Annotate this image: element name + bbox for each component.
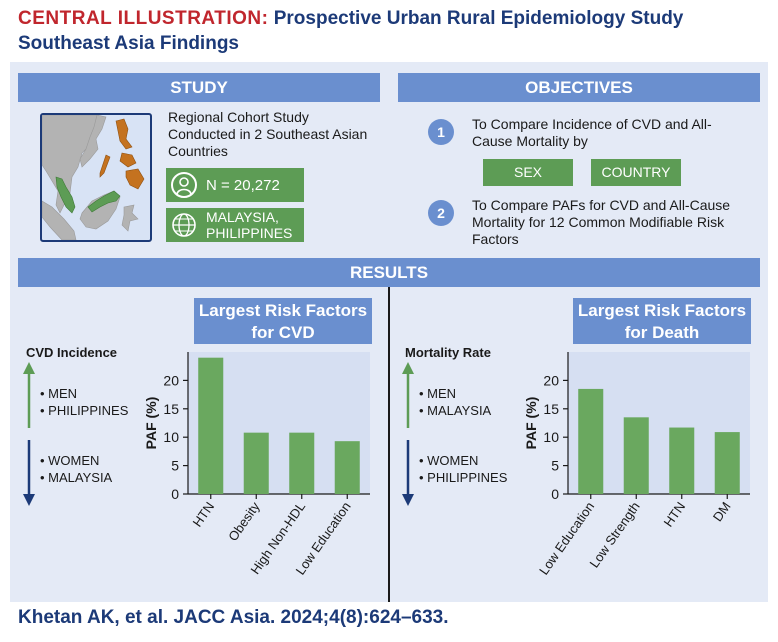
death-y-tick-label: 10 bbox=[543, 429, 559, 445]
southeast-asia-map bbox=[40, 113, 152, 242]
results-divider bbox=[388, 287, 390, 602]
list-item: • MEN bbox=[40, 386, 78, 401]
arrow-up-icon bbox=[402, 362, 414, 428]
mortality-rate-label: Mortality Rate bbox=[405, 345, 491, 360]
death-x-tick-label: HTN bbox=[661, 499, 689, 529]
cvd-y-tick-label: 10 bbox=[163, 429, 179, 445]
death-bar-0 bbox=[578, 388, 604, 494]
arrow-down-icon bbox=[402, 440, 414, 506]
list-item: • MALAYSIA bbox=[40, 470, 113, 485]
arrow-down-icon bbox=[23, 440, 35, 506]
map-philippines-visayas bbox=[119, 152, 137, 168]
mortality-higher-list: • MEN • MALAYSIA bbox=[419, 385, 491, 419]
study-description: Regional Cohort Study Conducted in 2 Sou… bbox=[168, 109, 368, 159]
list-item: • PHILIPPINES bbox=[40, 403, 129, 418]
person-icon bbox=[171, 172, 197, 198]
title-accent: CENTRAL ILLUSTRATION: bbox=[18, 8, 269, 29]
page-subtitle: Southeast Asia Findings bbox=[18, 33, 239, 54]
cvd-higher-list: • MEN • PHILIPPINES bbox=[40, 385, 128, 419]
cvd-y-axis-label: PAF (%) bbox=[143, 397, 159, 450]
death-chart-title: Largest Risk Factors for Death bbox=[573, 298, 751, 344]
list-item: • WOMEN bbox=[419, 453, 479, 468]
death-y-axis-label: PAF (%) bbox=[523, 397, 539, 450]
country-philippines: PHILIPPINES bbox=[206, 225, 293, 241]
countries-box: MALAYSIA, PHILIPPINES bbox=[166, 208, 304, 242]
title-main: Prospective Urban Rural Epidemiology Stu… bbox=[273, 8, 684, 29]
objective-number-1: 1 bbox=[428, 119, 454, 145]
cvd-bar-1 bbox=[243, 432, 269, 494]
map-malaysia-borneo bbox=[87, 190, 121, 213]
page-title: CENTRAL ILLUSTRATION: Prospective Urban … bbox=[18, 8, 683, 30]
cvd-y-tick-label: 0 bbox=[171, 486, 179, 502]
death-x-tick-label: DM bbox=[710, 499, 734, 524]
tag-sex: SEX bbox=[483, 159, 573, 186]
death-y-tick-label: 0 bbox=[551, 486, 559, 502]
map-vietnam bbox=[79, 115, 107, 168]
death-chart-title-line1: Largest Risk Factors bbox=[577, 301, 747, 320]
objectives-header: OBJECTIVES bbox=[398, 73, 760, 102]
cvd-x-tick-label: Obesity bbox=[225, 499, 263, 544]
death-x-tick-label: Low Education bbox=[536, 499, 597, 577]
mortality-lower-list: • WOMEN • PHILIPPINES bbox=[419, 452, 507, 486]
list-item: • MEN bbox=[419, 386, 457, 401]
objective-2-text: To Compare PAFs for CVD and All-Cause Mo… bbox=[472, 197, 731, 247]
death-y-tick-label: 15 bbox=[543, 401, 559, 417]
study-header: STUDY bbox=[18, 73, 380, 102]
objective-number-2: 2 bbox=[428, 200, 454, 226]
cvd-bar-2 bbox=[289, 432, 315, 494]
map-sulawesi bbox=[121, 204, 139, 232]
death-chart-title-line2: for Death bbox=[624, 323, 700, 342]
map-philippines-mindanao bbox=[125, 168, 145, 190]
death-bar-2 bbox=[669, 427, 695, 494]
cvd-lower-list: • WOMEN • MALAYSIA bbox=[40, 452, 112, 486]
cvd-incidence-label: CVD Incidence bbox=[26, 345, 118, 360]
tag-country: COUNTRY bbox=[591, 159, 681, 186]
map-sumatra bbox=[42, 200, 77, 240]
citation: Khetan AK, et al. JACC Asia. 2024;4(8):6… bbox=[18, 607, 449, 628]
results-header: RESULTS bbox=[18, 258, 760, 287]
map-philippines-luzon bbox=[115, 118, 133, 150]
death-bar-1 bbox=[623, 417, 649, 494]
countries-label: MALAYSIA, PHILIPPINES bbox=[206, 209, 292, 241]
cvd-bar-0 bbox=[198, 357, 224, 494]
cvd-chart-title-line2: for CVD bbox=[251, 323, 315, 342]
country-malaysia: MALAYSIA, bbox=[206, 209, 279, 225]
objective-1-text: To Compare Incidence of CVD and All-Caus… bbox=[472, 116, 712, 149]
map-philippines-palawan bbox=[99, 154, 111, 178]
cvd-chart-title-line1: Largest Risk Factors bbox=[198, 301, 368, 320]
cvd-y-tick-label: 5 bbox=[171, 458, 179, 474]
list-item: • PHILIPPINES bbox=[419, 470, 508, 485]
globe-icon bbox=[171, 212, 197, 238]
death-bar-3 bbox=[714, 432, 740, 494]
map-malaysia-peninsula bbox=[55, 176, 76, 214]
death-y-tick-label: 20 bbox=[543, 372, 559, 388]
cvd-y-tick-label: 15 bbox=[163, 401, 179, 417]
sample-size-label: N = 20,272 bbox=[206, 177, 280, 194]
cvd-x-tick-label: HTN bbox=[190, 499, 218, 529]
list-item: • MALAYSIA bbox=[419, 403, 492, 418]
cvd-y-tick-label: 20 bbox=[163, 372, 179, 388]
list-item: • WOMEN bbox=[40, 453, 100, 468]
cvd-bar-3 bbox=[334, 441, 360, 494]
death-y-tick-label: 5 bbox=[551, 458, 559, 474]
cvd-chart-title: Largest Risk Factors for CVD bbox=[194, 298, 372, 344]
sample-size-box: N = 20,272 bbox=[166, 168, 304, 202]
arrow-up-icon bbox=[23, 362, 35, 428]
